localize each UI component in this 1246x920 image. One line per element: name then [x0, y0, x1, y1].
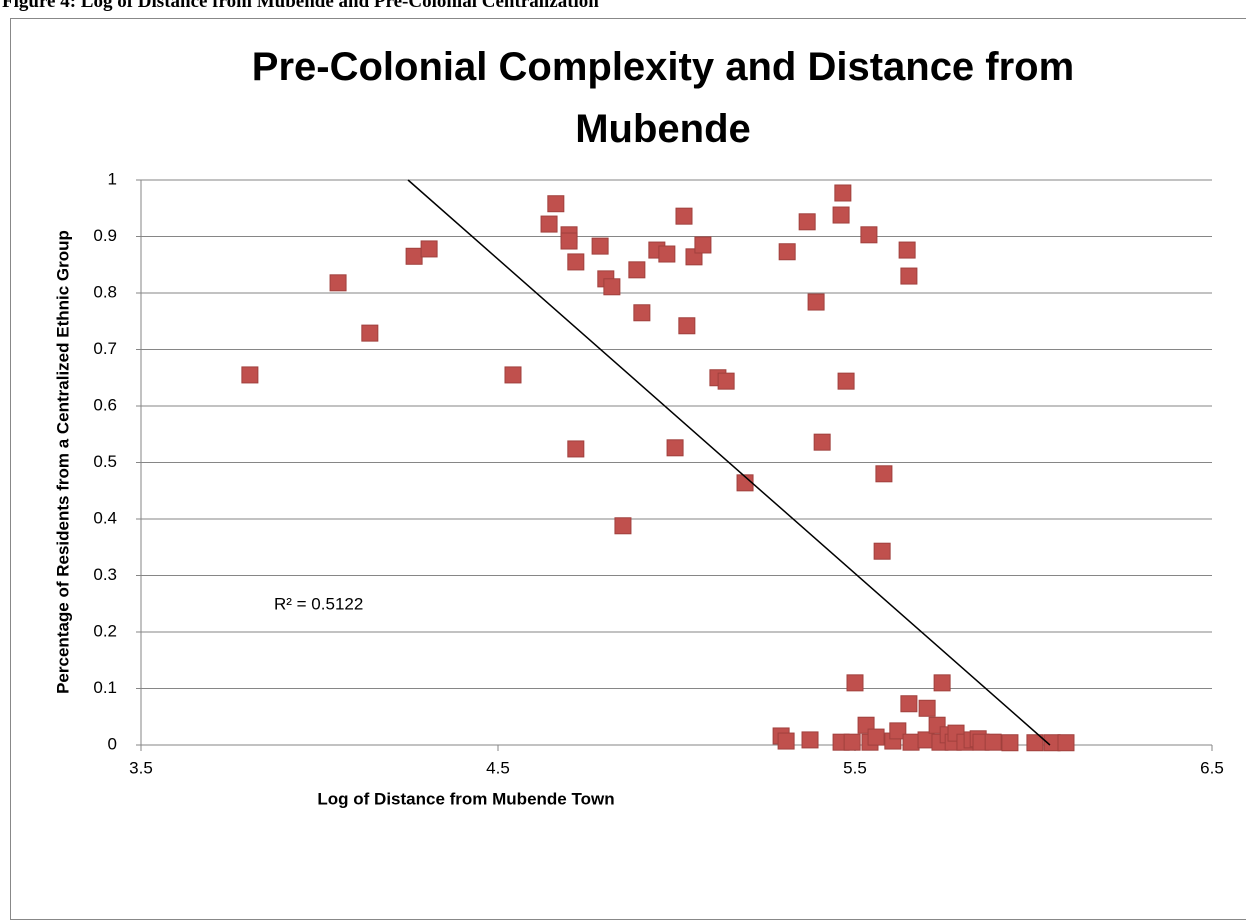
scatter-point — [898, 241, 916, 259]
x-tick-label: 4.5 — [486, 758, 510, 777]
figure-caption: Figure 4: Log of Distance from Mubende a… — [2, 0, 599, 12]
y-axis-title: Percentage of Residents from a Centraliz… — [53, 230, 72, 694]
scatter-point — [867, 728, 885, 746]
scatter-point — [798, 213, 816, 231]
y-tick-label: 0.1 — [93, 678, 117, 697]
scatter-point — [420, 240, 438, 258]
x-tick-label: 3.5 — [129, 758, 153, 777]
scatter-point — [846, 674, 864, 692]
x-tick-label: 6.5 — [1200, 758, 1224, 777]
scatter-point — [628, 261, 646, 279]
scatter-point — [902, 733, 920, 751]
scatter-point — [591, 237, 609, 255]
scatter-point — [540, 215, 558, 233]
scatter-point — [567, 253, 585, 271]
y-tick-label: 0.2 — [93, 621, 117, 640]
scatter-point — [666, 439, 684, 457]
y-tick-label: 0.4 — [93, 508, 117, 527]
trendline — [407, 179, 1051, 746]
y-tick-label: 0.6 — [93, 395, 117, 414]
scatter-point — [241, 366, 259, 384]
scatter-point — [614, 517, 632, 535]
y-tick-label: 0.9 — [93, 226, 117, 245]
scatter-point — [807, 293, 825, 311]
y-tick-label: 0.7 — [93, 339, 117, 358]
scatter-point — [1057, 734, 1075, 752]
scatter-point — [694, 236, 712, 254]
scatter-point — [832, 206, 850, 224]
scatter-point — [843, 733, 861, 751]
scatter-point — [560, 232, 578, 250]
scatter-point — [778, 243, 796, 261]
scatter-point — [918, 699, 936, 717]
scatter-point — [873, 542, 891, 560]
y-tick-label: 0 — [108, 734, 117, 753]
y-tick-label: 0.3 — [93, 565, 117, 584]
scatter-point — [658, 245, 676, 263]
scatter-point — [675, 207, 693, 225]
scatter-point — [860, 226, 878, 244]
scatter-point — [603, 278, 621, 296]
scatter-point — [900, 267, 918, 285]
scatter-point — [1001, 734, 1019, 752]
scatter-point — [678, 317, 696, 335]
scatter-point — [777, 732, 795, 750]
scatter-point — [984, 733, 1002, 751]
scatter-point — [900, 695, 918, 713]
chart-title: Pre-Colonial Complexity and Distance fro… — [251, 45, 1075, 151]
scatter-point — [405, 247, 423, 265]
scatter-point — [837, 372, 855, 390]
y-tick-label: 0.8 — [93, 282, 117, 301]
y-tick-label: 1 — [108, 169, 117, 188]
scatter-point — [547, 195, 565, 213]
y-tick-label: 0.5 — [93, 452, 117, 471]
scatter-point — [567, 440, 585, 458]
scatter-point — [875, 465, 893, 483]
scatter-point — [889, 722, 907, 740]
scatter-point — [933, 674, 951, 692]
scatter-point — [801, 731, 819, 749]
scatter-point — [813, 433, 831, 451]
scatter-point — [329, 274, 347, 292]
x-tick-label: 5.5 — [843, 758, 867, 777]
scatter-point — [834, 184, 852, 202]
scatter-point — [633, 304, 651, 322]
chart: Log of Distance from Mubende Town Percen… — [53, 169, 1224, 808]
scatter-point — [504, 366, 522, 384]
scatter-point — [717, 372, 735, 390]
scatter-point — [1026, 734, 1044, 752]
x-axis-title: Log of Distance from Mubende Town — [317, 789, 614, 808]
scatter-point — [361, 324, 379, 342]
r-squared-annotation: R² = 0.5122 — [274, 594, 363, 613]
